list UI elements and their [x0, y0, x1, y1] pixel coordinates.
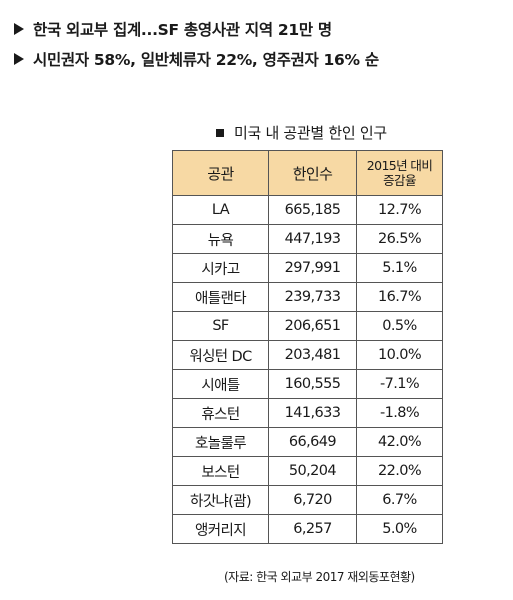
- cell-office: 보스턴: [172, 456, 269, 486]
- table-row: 애틀랜타 239,733 16.7%: [172, 282, 443, 312]
- cell-change: 12.7%: [356, 195, 443, 225]
- cell-change: 16.7%: [356, 282, 443, 312]
- cell-population: 203,481: [268, 340, 357, 370]
- cell-office: 워싱턴 DC: [172, 340, 269, 370]
- headline-2-text: 시민권자 58%, 일반체류자 22%, 영주권자 16% 순: [33, 51, 379, 69]
- table-title-text: 미국 내 공관별 한인 인구: [234, 124, 387, 142]
- cell-change: 0.5%: [356, 311, 443, 341]
- cell-change: 6.7%: [356, 485, 443, 515]
- cell-office: 앵커리지: [172, 514, 269, 544]
- cell-office: 시카고: [172, 253, 269, 283]
- table-title: 미국 내 공관별 한인 인구: [216, 122, 387, 143]
- cell-office: 애틀랜타: [172, 282, 269, 312]
- table-row: 휴스턴 141,633 -1.8%: [172, 398, 443, 428]
- bullet-triangle-icon: [14, 53, 24, 65]
- cell-office: 하갓냐(괌): [172, 485, 269, 515]
- cell-population: 665,185: [268, 195, 357, 225]
- cell-population: 239,733: [268, 282, 357, 312]
- header-office: 공관: [172, 150, 269, 196]
- cell-population: 160,555: [268, 369, 357, 399]
- population-table: 공관 한인수 2015년 대비 증감율 LA 665,185 12.7% 뉴욕 …: [172, 150, 443, 544]
- cell-change: -7.1%: [356, 369, 443, 399]
- header-change-line2: 증감율: [383, 173, 416, 188]
- header-change: 2015년 대비 증감율: [356, 150, 443, 196]
- table-row: 하갓냐(괌) 6,720 6.7%: [172, 485, 443, 515]
- table-row: 시애틀 160,555 -7.1%: [172, 369, 443, 399]
- bullet-square-icon: [216, 128, 224, 137]
- cell-population: 297,991: [268, 253, 357, 283]
- table-row: 뉴욕 447,193 26.5%: [172, 224, 443, 254]
- source-note: (자료: 한국 외교부 2017 재외동포현황): [224, 570, 415, 584]
- cell-change: 26.5%: [356, 224, 443, 254]
- cell-change: 5.1%: [356, 253, 443, 283]
- table-row: 앵커리지 6,257 5.0%: [172, 514, 443, 544]
- cell-population: 6,257: [268, 514, 357, 544]
- cell-office: 시애틀: [172, 369, 269, 399]
- cell-office: LA: [172, 195, 269, 225]
- table-row: LA 665,185 12.7%: [172, 195, 443, 225]
- headline-2: 시민권자 58%, 일반체류자 22%, 영주권자 16% 순: [14, 48, 379, 70]
- cell-office: 뉴욕: [172, 224, 269, 254]
- cell-population: 141,633: [268, 398, 357, 428]
- bullet-triangle-icon: [14, 23, 24, 35]
- cell-office: 호놀룰루: [172, 427, 269, 457]
- cell-change: 5.0%: [356, 514, 443, 544]
- cell-population: 447,193: [268, 224, 357, 254]
- table-row: 워싱턴 DC 203,481 10.0%: [172, 340, 443, 370]
- cell-population: 66,649: [268, 427, 357, 457]
- cell-population: 50,204: [268, 456, 357, 486]
- header-population: 한인수: [268, 150, 357, 196]
- table-row: 시카고 297,991 5.1%: [172, 253, 443, 283]
- table-header-row: 공관 한인수 2015년 대비 증감율: [172, 150, 443, 196]
- header-change-line1: 2015년 대비: [366, 158, 433, 173]
- headline-1: 한국 외교부 집계...SF 총영사관 지역 21만 명: [14, 18, 332, 40]
- cell-office: SF: [172, 311, 269, 341]
- table-row: 보스턴 50,204 22.0%: [172, 456, 443, 486]
- table-row: SF 206,651 0.5%: [172, 311, 443, 341]
- cell-population: 206,651: [268, 311, 357, 341]
- cell-change: -1.8%: [356, 398, 443, 428]
- table-row: 호놀룰루 66,649 42.0%: [172, 427, 443, 457]
- cell-office: 휴스턴: [172, 398, 269, 428]
- cell-change: 22.0%: [356, 456, 443, 486]
- cell-population: 6,720: [268, 485, 357, 515]
- cell-change: 42.0%: [356, 427, 443, 457]
- headline-1-text: 한국 외교부 집계...SF 총영사관 지역 21만 명: [33, 21, 332, 39]
- cell-change: 10.0%: [356, 340, 443, 370]
